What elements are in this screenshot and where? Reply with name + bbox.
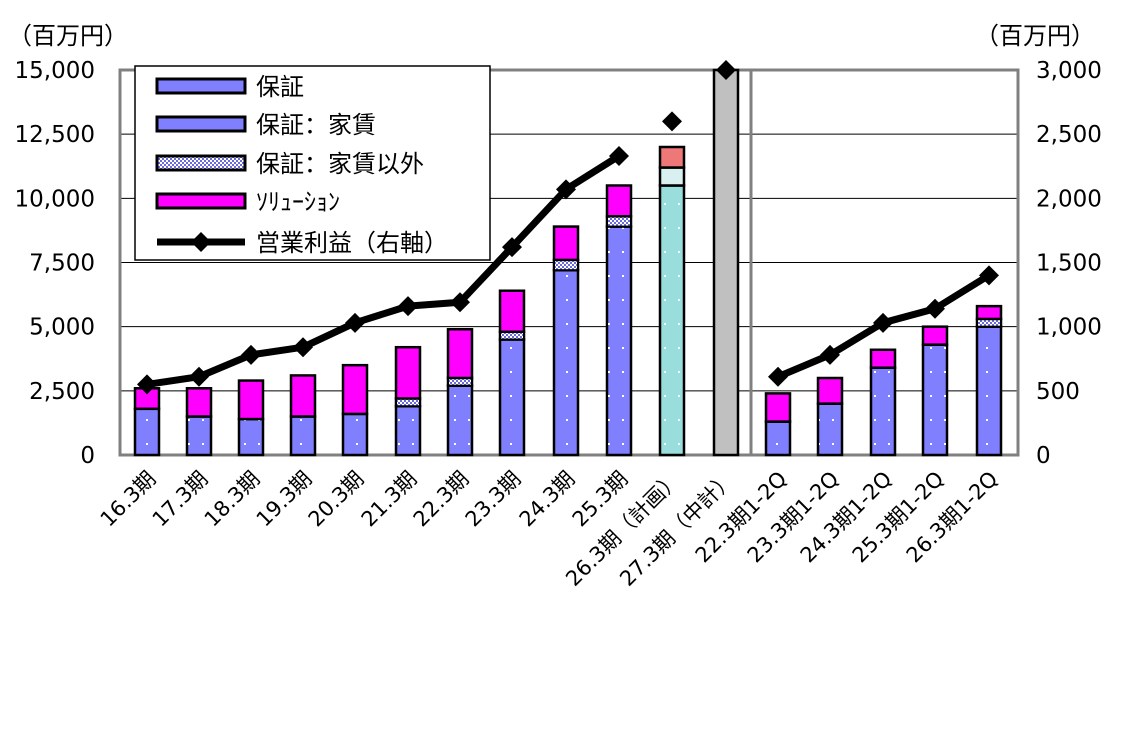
- y-right-tick: 1,500: [1036, 251, 1102, 277]
- bar-solution: [446, 327, 474, 380]
- legend-swatch-hosho-non-rent: [155, 154, 247, 172]
- bar-hosho-pattern: [136, 409, 158, 454]
- bar-hosho-pattern: [819, 404, 841, 454]
- bar-plan-hosho-pattern: [661, 186, 683, 454]
- bar-hosho-pattern: [344, 414, 366, 454]
- profit-marker: [768, 366, 788, 387]
- bar-hosho-non-rent-pattern: [397, 399, 419, 406]
- x-tick-label: 18.3期: [200, 467, 265, 532]
- bar-hosho-pattern: [767, 422, 789, 454]
- bar-solution: [552, 225, 580, 262]
- x-tick-label: 20.3期: [304, 467, 369, 532]
- bar-hosho-pattern: [292, 417, 314, 454]
- profit-marker: [398, 296, 418, 317]
- x-tick-label: 16.3期: [96, 467, 161, 532]
- profit-marker: [345, 312, 365, 333]
- legend-marker-profit: [191, 232, 211, 252]
- legend-swatch-hosho: [155, 77, 247, 95]
- legend-label: 保証: [256, 73, 304, 101]
- profit-marker: [609, 145, 629, 166]
- y-left-tick: 2,500: [29, 379, 95, 405]
- legend-swatch-hosho-rent-dots: [157, 119, 245, 129]
- bar-hosho-non-rent-pattern: [555, 260, 577, 270]
- bar-plan-solution: [658, 145, 686, 169]
- bar-hosho-pattern: [608, 227, 630, 454]
- profit-marker: [241, 344, 261, 365]
- bar-hosho-pattern: [924, 345, 946, 454]
- x-tick-label: 23.3期: [461, 467, 526, 532]
- legend-label: 営業利益（右軸）: [256, 229, 448, 257]
- bar-solution: [605, 184, 633, 218]
- bar-hosho-non-rent-pattern: [978, 319, 1000, 326]
- legend-swatch-solution: [155, 192, 247, 210]
- bar-hosho-pattern: [240, 420, 262, 454]
- profit-marker: [820, 344, 840, 365]
- profit-marker: [450, 292, 470, 313]
- profit-marker: [979, 265, 999, 286]
- legend-label: 保証：家賃: [256, 111, 376, 139]
- bar-hosho-pattern: [872, 368, 894, 454]
- y-left-tick: 7,500: [29, 251, 95, 277]
- y-left-tick: 0: [80, 443, 95, 469]
- profit-line: [137, 60, 999, 395]
- bars: [133, 68, 1003, 457]
- bar-solution: [498, 289, 526, 334]
- profit-marker: [925, 298, 945, 319]
- x-tick-label: 19.3期: [252, 467, 317, 532]
- bar-solution: [975, 304, 1003, 321]
- bar-hosho-pattern: [188, 417, 210, 454]
- profit-marker: [293, 337, 313, 358]
- bar-solution: [816, 376, 844, 405]
- bar-hosho-pattern: [397, 407, 419, 454]
- legend-label: 保証：家賃以外: [256, 150, 424, 178]
- legend-label: ｿﾘｭｰｼｮﾝ: [256, 188, 340, 216]
- bar-hosho-pattern: [501, 340, 523, 454]
- profit-line-main: [146, 153, 621, 388]
- profit-marker: [502, 237, 522, 258]
- profit-marker: [137, 374, 157, 395]
- y-right-tick: 500: [1036, 379, 1080, 405]
- profit-marker: [662, 111, 682, 132]
- y-right-unit: （百万円）: [975, 22, 1095, 50]
- x-tick-label: 24.3期: [515, 467, 580, 532]
- bar-solution: [394, 345, 422, 400]
- bar-solution: [921, 325, 949, 346]
- y-right-tick: 0: [1036, 443, 1051, 469]
- x-tick-label: 21.3期: [357, 467, 422, 532]
- x-tick-label: 17.3期: [148, 467, 213, 532]
- y-right-tick: 3,000: [1036, 58, 1102, 84]
- profit-marker: [716, 60, 736, 80]
- profit-marker: [189, 366, 209, 387]
- bar-hosho-non-rent-pattern: [449, 379, 471, 385]
- bar-solution: [289, 374, 317, 418]
- bar-solution: [764, 392, 792, 423]
- bar-solution: [341, 363, 369, 416]
- bar-hosho-non-rent-pattern: [501, 332, 523, 339]
- bar-solution: [237, 379, 265, 421]
- y-right-tick: 2,000: [1036, 186, 1102, 212]
- bar-plan-non-rent: [658, 166, 686, 187]
- bar-midterm: [712, 68, 740, 457]
- bar-hosho-pattern: [449, 386, 471, 454]
- bar-hosho-non-rent-pattern: [608, 217, 630, 226]
- bar-solution: [185, 387, 213, 418]
- profit-marker: [873, 312, 893, 333]
- bar-hosho-pattern: [978, 327, 1000, 454]
- bar-solution: [869, 348, 897, 369]
- y-right-tick: 2,500: [1036, 122, 1102, 148]
- y-right-tick: 1,000: [1036, 315, 1102, 341]
- y-left-tick: 10,000: [15, 186, 95, 212]
- x-tick-label: 22.3期: [409, 467, 474, 532]
- y-left-unit: （百万円）: [8, 22, 128, 50]
- y-left-tick: 15,000: [15, 58, 95, 84]
- bar-hosho-pattern: [555, 271, 577, 454]
- profit-marker: [556, 179, 576, 200]
- y-left-tick: 5,000: [29, 315, 95, 341]
- y-left-tick: 12,500: [15, 122, 95, 148]
